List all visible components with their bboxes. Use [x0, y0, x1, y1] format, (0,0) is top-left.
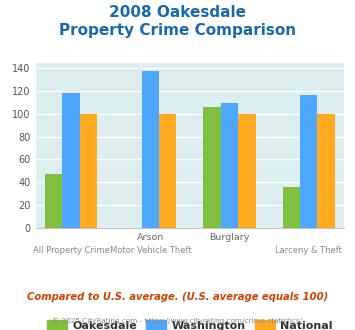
Bar — [142, 71, 159, 228]
Bar — [283, 187, 300, 228]
Bar — [159, 114, 176, 228]
Bar — [203, 107, 221, 228]
Text: 2008 Oakesdale: 2008 Oakesdale — [109, 5, 246, 20]
Bar — [45, 174, 62, 228]
Text: © 2025 CityRating.com - https://www.cityrating.com/crime-statistics/: © 2025 CityRating.com - https://www.city… — [53, 317, 302, 324]
Bar — [300, 95, 317, 228]
Text: Arson: Arson — [137, 233, 164, 242]
Text: All Property Crime: All Property Crime — [33, 246, 109, 255]
Text: Motor Vehicle Theft: Motor Vehicle Theft — [109, 246, 191, 255]
Bar — [317, 114, 335, 228]
Bar — [80, 114, 97, 228]
Text: Property Crime Comparison: Property Crime Comparison — [59, 23, 296, 38]
Text: Compared to U.S. average. (U.S. average equals 100): Compared to U.S. average. (U.S. average … — [27, 292, 328, 302]
Bar — [62, 93, 80, 228]
Text: Larceny & Theft: Larceny & Theft — [275, 246, 342, 255]
Bar — [221, 103, 238, 228]
Text: Burglary: Burglary — [209, 233, 250, 242]
Legend: Oakesdale, Washington, National: Oakesdale, Washington, National — [43, 316, 337, 330]
Bar — [238, 114, 256, 228]
